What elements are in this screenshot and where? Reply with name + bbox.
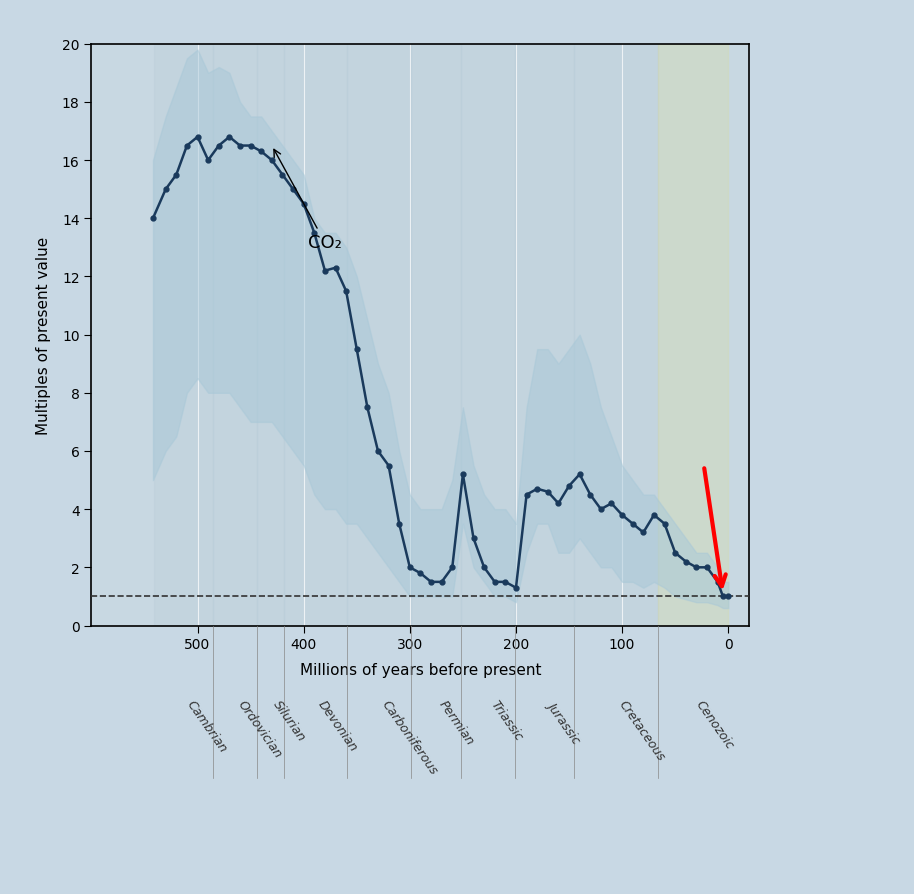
- Text: Permian: Permian: [436, 697, 476, 746]
- X-axis label: Millions of years before present: Millions of years before present: [300, 662, 541, 678]
- Bar: [347, 45, 411, 626]
- Bar: [574, 45, 658, 626]
- Text: Triassic: Triassic: [488, 697, 525, 743]
- Bar: [515, 45, 574, 626]
- Text: Silurian: Silurian: [271, 697, 308, 743]
- Y-axis label: Multiples of present value: Multiples of present value: [36, 236, 51, 434]
- Bar: [214, 45, 257, 626]
- Bar: [283, 45, 347, 626]
- Text: Devonian: Devonian: [315, 697, 360, 754]
- Text: Jurassic: Jurassic: [545, 697, 582, 744]
- Bar: [461, 45, 515, 626]
- Text: Ordovician: Ordovician: [235, 697, 284, 760]
- Bar: [257, 45, 283, 626]
- Bar: [154, 45, 214, 626]
- Text: CO₂: CO₂: [274, 150, 342, 252]
- Bar: [658, 45, 728, 626]
- Text: Cambrian: Cambrian: [184, 697, 229, 755]
- Text: Cenozoic: Cenozoic: [693, 697, 737, 751]
- Text: Cretaceous: Cretaceous: [616, 697, 667, 763]
- Text: Carboniferous: Carboniferous: [379, 697, 440, 777]
- Bar: [411, 45, 461, 626]
